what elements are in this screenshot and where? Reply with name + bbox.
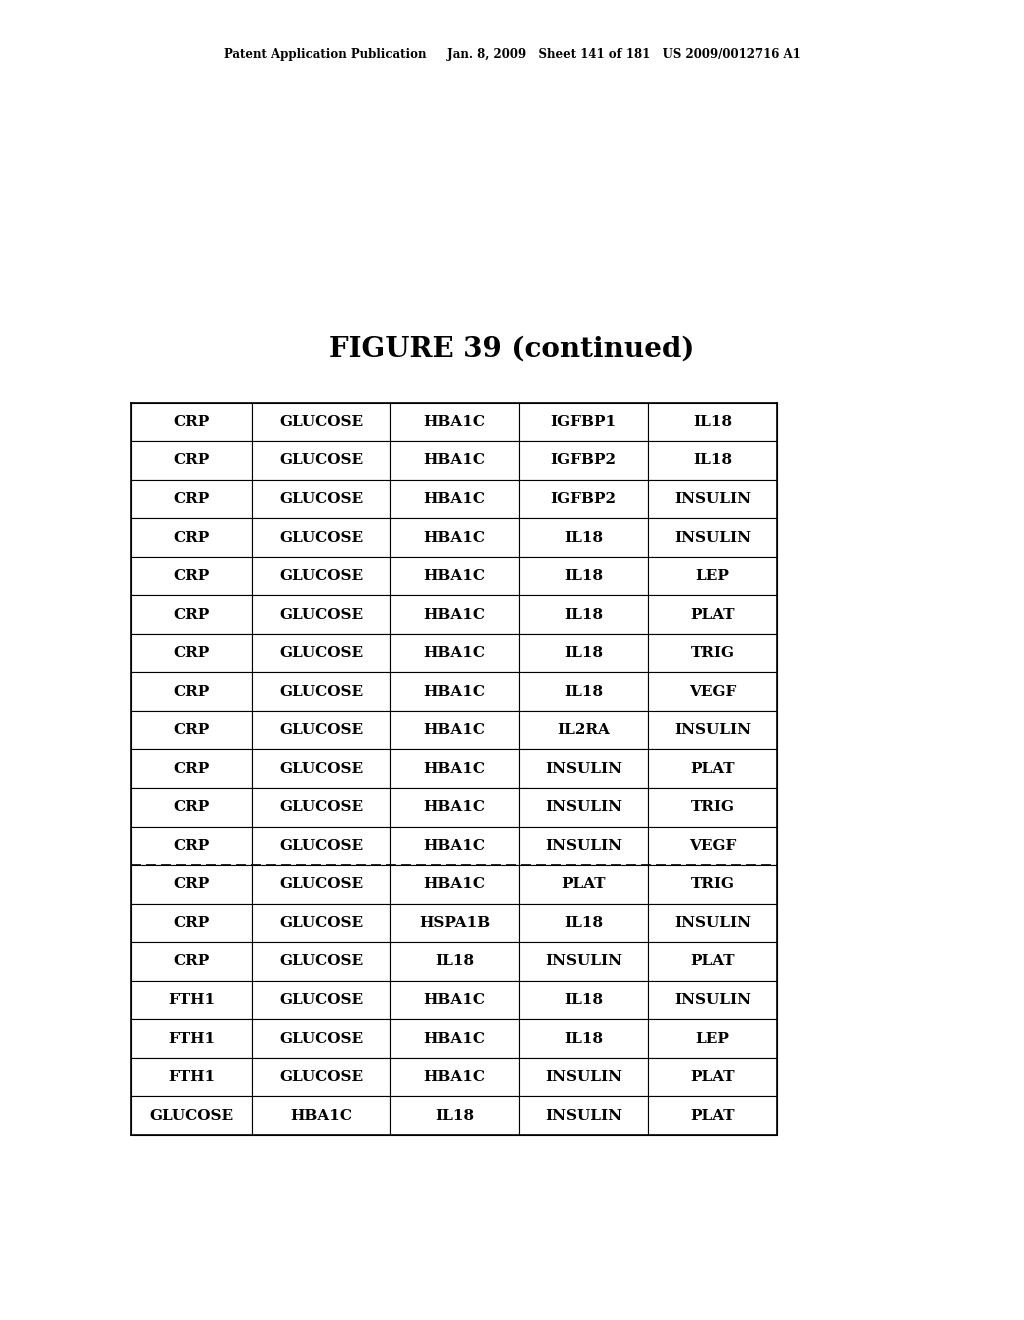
Text: IGFBP2: IGFBP2 — [551, 453, 616, 467]
Text: HBA1C: HBA1C — [424, 414, 485, 429]
Text: HBA1C: HBA1C — [424, 569, 485, 583]
Text: INSULIN: INSULIN — [545, 800, 623, 814]
Text: HBA1C: HBA1C — [424, 800, 485, 814]
Text: HBA1C: HBA1C — [424, 993, 485, 1007]
Text: HSPA1B: HSPA1B — [419, 916, 490, 931]
Text: PLAT: PLAT — [690, 762, 735, 776]
Text: IL18: IL18 — [435, 954, 474, 969]
Text: IL18: IL18 — [564, 685, 603, 698]
Text: VEGF: VEGF — [689, 685, 736, 698]
Text: PLAT: PLAT — [690, 1109, 735, 1123]
Text: GLUCOSE: GLUCOSE — [279, 838, 364, 853]
Text: VEGF: VEGF — [689, 838, 736, 853]
Text: GLUCOSE: GLUCOSE — [279, 569, 364, 583]
Text: HBA1C: HBA1C — [424, 453, 485, 467]
Text: CRP: CRP — [173, 878, 210, 891]
Text: HBA1C: HBA1C — [424, 645, 485, 660]
Text: CRP: CRP — [173, 723, 210, 738]
Text: IL18: IL18 — [564, 607, 603, 622]
Text: INSULIN: INSULIN — [545, 1071, 623, 1084]
Text: HBA1C: HBA1C — [424, 607, 485, 622]
Text: CRP: CRP — [173, 916, 210, 931]
Text: Patent Application Publication     Jan. 8, 2009   Sheet 141 of 181   US 2009/001: Patent Application Publication Jan. 8, 2… — [223, 48, 801, 61]
Text: GLUCOSE: GLUCOSE — [279, 492, 364, 506]
Text: CRP: CRP — [173, 954, 210, 969]
Text: GLUCOSE: GLUCOSE — [279, 645, 364, 660]
Text: GLUCOSE: GLUCOSE — [279, 723, 364, 738]
Text: CRP: CRP — [173, 838, 210, 853]
Text: INSULIN: INSULIN — [674, 492, 752, 506]
Text: HBA1C: HBA1C — [290, 1109, 352, 1123]
Text: HBA1C: HBA1C — [424, 1071, 485, 1084]
Text: IL18: IL18 — [564, 569, 603, 583]
Text: PLAT: PLAT — [690, 954, 735, 969]
Text: GLUCOSE: GLUCOSE — [279, 1031, 364, 1045]
Text: INSULIN: INSULIN — [545, 762, 623, 776]
Text: IL2RA: IL2RA — [557, 723, 610, 738]
Text: GLUCOSE: GLUCOSE — [279, 878, 364, 891]
Text: INSULIN: INSULIN — [674, 916, 752, 931]
Text: HBA1C: HBA1C — [424, 878, 485, 891]
Text: GLUCOSE: GLUCOSE — [279, 414, 364, 429]
Text: CRP: CRP — [173, 762, 210, 776]
Text: TRIG: TRIG — [691, 800, 734, 814]
Text: INSULIN: INSULIN — [674, 993, 752, 1007]
Text: FTH1: FTH1 — [168, 1071, 215, 1084]
Text: IL18: IL18 — [564, 1031, 603, 1045]
Text: CRP: CRP — [173, 569, 210, 583]
Text: IL18: IL18 — [564, 993, 603, 1007]
Text: HBA1C: HBA1C — [424, 762, 485, 776]
Text: CRP: CRP — [173, 800, 210, 814]
Text: CRP: CRP — [173, 607, 210, 622]
Text: GLUCOSE: GLUCOSE — [279, 1071, 364, 1084]
Text: GLUCOSE: GLUCOSE — [279, 762, 364, 776]
Text: IL18: IL18 — [693, 453, 732, 467]
Text: PLAT: PLAT — [561, 878, 606, 891]
Text: GLUCOSE: GLUCOSE — [279, 916, 364, 931]
Text: CRP: CRP — [173, 531, 210, 545]
Text: HBA1C: HBA1C — [424, 1031, 485, 1045]
Text: HBA1C: HBA1C — [424, 531, 485, 545]
Text: CRP: CRP — [173, 414, 210, 429]
Text: INSULIN: INSULIN — [545, 954, 623, 969]
Text: TRIG: TRIG — [691, 878, 734, 891]
Text: INSULIN: INSULIN — [674, 723, 752, 738]
Text: IGFBP1: IGFBP1 — [551, 414, 616, 429]
Text: FTH1: FTH1 — [168, 993, 215, 1007]
Text: IL18: IL18 — [564, 645, 603, 660]
Text: INSULIN: INSULIN — [674, 531, 752, 545]
Text: CRP: CRP — [173, 645, 210, 660]
Text: GLUCOSE: GLUCOSE — [279, 607, 364, 622]
Text: PLAT: PLAT — [690, 607, 735, 622]
Text: LEP: LEP — [695, 1031, 730, 1045]
Text: PLAT: PLAT — [690, 1071, 735, 1084]
Text: CRP: CRP — [173, 453, 210, 467]
Text: GLUCOSE: GLUCOSE — [279, 993, 364, 1007]
Text: INSULIN: INSULIN — [545, 838, 623, 853]
Text: LEP: LEP — [695, 569, 730, 583]
Text: GLUCOSE: GLUCOSE — [279, 800, 364, 814]
Text: GLUCOSE: GLUCOSE — [150, 1109, 233, 1123]
Text: GLUCOSE: GLUCOSE — [279, 453, 364, 467]
Text: FIGURE 39 (continued): FIGURE 39 (continued) — [330, 337, 694, 363]
Text: IL18: IL18 — [693, 414, 732, 429]
Text: IL18: IL18 — [564, 916, 603, 931]
Text: GLUCOSE: GLUCOSE — [279, 685, 364, 698]
Text: FTH1: FTH1 — [168, 1031, 215, 1045]
Text: GLUCOSE: GLUCOSE — [279, 531, 364, 545]
Text: IGFBP2: IGFBP2 — [551, 492, 616, 506]
Text: INSULIN: INSULIN — [545, 1109, 623, 1123]
Text: CRP: CRP — [173, 685, 210, 698]
Text: HBA1C: HBA1C — [424, 723, 485, 738]
Text: CRP: CRP — [173, 492, 210, 506]
Text: HBA1C: HBA1C — [424, 492, 485, 506]
Text: IL18: IL18 — [564, 531, 603, 545]
Text: IL18: IL18 — [435, 1109, 474, 1123]
Text: GLUCOSE: GLUCOSE — [279, 954, 364, 969]
Text: HBA1C: HBA1C — [424, 685, 485, 698]
Text: TRIG: TRIG — [691, 645, 734, 660]
Text: HBA1C: HBA1C — [424, 838, 485, 853]
